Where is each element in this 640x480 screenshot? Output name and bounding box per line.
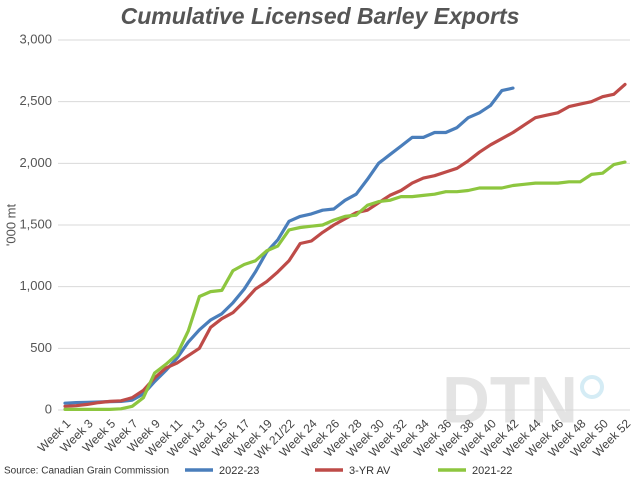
legend-label: 2022-23 bbox=[219, 465, 259, 477]
y-tick-label: 3,000 bbox=[19, 31, 52, 46]
series-line bbox=[63, 160, 627, 411]
y-tick-label: 1,500 bbox=[19, 216, 52, 231]
y-tick-label: 0 bbox=[45, 401, 52, 416]
source: Source: Canadian Grain Commission bbox=[4, 466, 169, 477]
chart-title: Cumulative Licensed Barley Exports bbox=[121, 3, 520, 29]
y-tick-label: 500 bbox=[30, 340, 52, 355]
y-tick-label: 2,500 bbox=[19, 93, 52, 108]
y-tick-label: 2,000 bbox=[19, 155, 52, 170]
watermark: DTN bbox=[442, 362, 578, 436]
legend-label: 3-YR AV bbox=[349, 465, 391, 477]
series-line bbox=[63, 82, 627, 408]
y-tick-label: 1,000 bbox=[19, 278, 52, 293]
watermark-logo bbox=[580, 375, 604, 399]
y-axis-label: '000 mt bbox=[3, 204, 18, 247]
series-line bbox=[63, 86, 515, 405]
legend-label: 2021-22 bbox=[472, 465, 512, 477]
